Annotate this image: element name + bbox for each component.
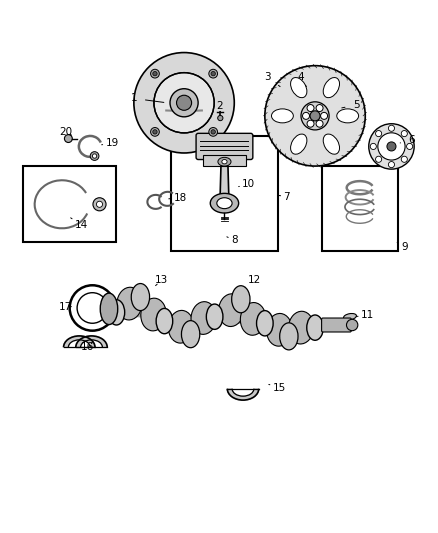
Ellipse shape bbox=[156, 309, 173, 334]
Ellipse shape bbox=[217, 198, 232, 208]
Circle shape bbox=[170, 88, 198, 117]
Circle shape bbox=[209, 69, 218, 78]
Ellipse shape bbox=[141, 298, 166, 331]
Circle shape bbox=[153, 71, 157, 76]
Ellipse shape bbox=[219, 294, 244, 327]
Circle shape bbox=[153, 130, 157, 134]
Ellipse shape bbox=[218, 157, 231, 166]
Ellipse shape bbox=[181, 321, 200, 348]
Ellipse shape bbox=[343, 313, 357, 320]
Circle shape bbox=[96, 201, 102, 207]
Circle shape bbox=[307, 120, 314, 127]
Circle shape bbox=[316, 104, 323, 111]
Circle shape bbox=[265, 66, 365, 166]
Text: 15: 15 bbox=[269, 383, 286, 393]
Ellipse shape bbox=[191, 302, 216, 334]
Text: 5: 5 bbox=[342, 100, 360, 110]
Circle shape bbox=[90, 152, 99, 160]
Circle shape bbox=[64, 135, 72, 142]
Text: 13: 13 bbox=[155, 276, 168, 286]
FancyBboxPatch shape bbox=[203, 155, 246, 166]
Circle shape bbox=[346, 319, 358, 330]
Text: 1: 1 bbox=[131, 93, 164, 103]
Circle shape bbox=[151, 127, 159, 136]
Circle shape bbox=[303, 112, 310, 119]
Circle shape bbox=[307, 104, 314, 111]
Circle shape bbox=[177, 95, 191, 110]
Ellipse shape bbox=[323, 77, 339, 98]
Text: 14: 14 bbox=[71, 218, 88, 230]
FancyBboxPatch shape bbox=[220, 166, 229, 198]
Ellipse shape bbox=[232, 286, 250, 313]
Ellipse shape bbox=[117, 287, 142, 320]
Ellipse shape bbox=[222, 159, 227, 164]
Circle shape bbox=[370, 143, 376, 149]
Ellipse shape bbox=[272, 109, 293, 123]
Ellipse shape bbox=[290, 134, 307, 154]
Polygon shape bbox=[76, 336, 107, 348]
Ellipse shape bbox=[210, 193, 239, 213]
Circle shape bbox=[375, 156, 381, 163]
Circle shape bbox=[389, 125, 395, 131]
Ellipse shape bbox=[131, 284, 150, 311]
Circle shape bbox=[93, 198, 106, 211]
Ellipse shape bbox=[307, 315, 323, 340]
Text: 20: 20 bbox=[59, 127, 72, 137]
Text: 18: 18 bbox=[169, 192, 187, 203]
Circle shape bbox=[316, 120, 323, 127]
Circle shape bbox=[310, 111, 320, 121]
Ellipse shape bbox=[290, 77, 307, 98]
Text: 19: 19 bbox=[102, 139, 119, 148]
Ellipse shape bbox=[280, 323, 298, 350]
Ellipse shape bbox=[100, 293, 118, 325]
Text: 9: 9 bbox=[397, 242, 408, 252]
Ellipse shape bbox=[323, 134, 339, 154]
Text: 17: 17 bbox=[59, 302, 72, 312]
Text: 2: 2 bbox=[216, 101, 223, 112]
Ellipse shape bbox=[206, 304, 223, 329]
Circle shape bbox=[369, 124, 414, 169]
Circle shape bbox=[378, 133, 405, 160]
Circle shape bbox=[387, 142, 396, 151]
Circle shape bbox=[406, 143, 413, 149]
Circle shape bbox=[301, 102, 329, 130]
Text: 16: 16 bbox=[81, 342, 94, 352]
Circle shape bbox=[92, 154, 97, 158]
Text: 8: 8 bbox=[227, 235, 237, 245]
Ellipse shape bbox=[240, 303, 266, 335]
Circle shape bbox=[401, 156, 407, 163]
Circle shape bbox=[375, 131, 381, 136]
FancyBboxPatch shape bbox=[22, 166, 117, 243]
Polygon shape bbox=[64, 336, 95, 348]
Circle shape bbox=[134, 53, 234, 153]
FancyBboxPatch shape bbox=[171, 135, 278, 251]
Circle shape bbox=[401, 131, 407, 136]
Circle shape bbox=[211, 130, 215, 134]
FancyBboxPatch shape bbox=[321, 166, 398, 251]
Circle shape bbox=[209, 127, 218, 136]
Ellipse shape bbox=[257, 311, 273, 336]
Circle shape bbox=[389, 161, 395, 168]
Text: 4: 4 bbox=[298, 72, 306, 87]
Circle shape bbox=[321, 112, 328, 119]
Text: 11: 11 bbox=[356, 310, 374, 320]
Circle shape bbox=[151, 69, 159, 78]
Text: 3: 3 bbox=[265, 72, 280, 87]
Circle shape bbox=[154, 72, 214, 133]
Ellipse shape bbox=[168, 310, 194, 343]
Text: 7: 7 bbox=[278, 192, 290, 201]
Ellipse shape bbox=[337, 109, 359, 123]
Text: 6: 6 bbox=[400, 135, 415, 145]
Text: 12: 12 bbox=[245, 276, 261, 287]
Circle shape bbox=[218, 116, 223, 120]
Text: 10: 10 bbox=[239, 179, 255, 189]
Ellipse shape bbox=[267, 313, 292, 346]
Polygon shape bbox=[227, 389, 259, 400]
FancyBboxPatch shape bbox=[196, 133, 253, 159]
FancyBboxPatch shape bbox=[321, 318, 351, 332]
Ellipse shape bbox=[108, 300, 125, 325]
Ellipse shape bbox=[288, 311, 314, 344]
Circle shape bbox=[211, 71, 215, 76]
